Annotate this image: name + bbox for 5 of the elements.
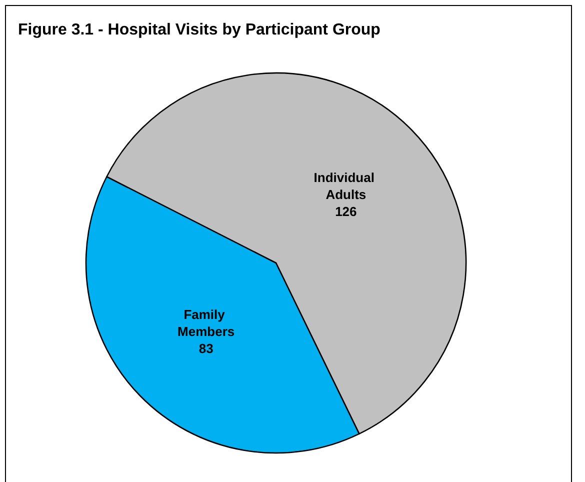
slice-label: Individual Adults bbox=[314, 170, 378, 202]
data-label: 126 bbox=[335, 204, 357, 219]
slice-label: Family Members bbox=[178, 307, 235, 340]
data-label: 83 bbox=[198, 341, 214, 356]
chart-title: Figure 3.1 - Hospital Visits by Participant Group bbox=[18, 22, 381, 38]
